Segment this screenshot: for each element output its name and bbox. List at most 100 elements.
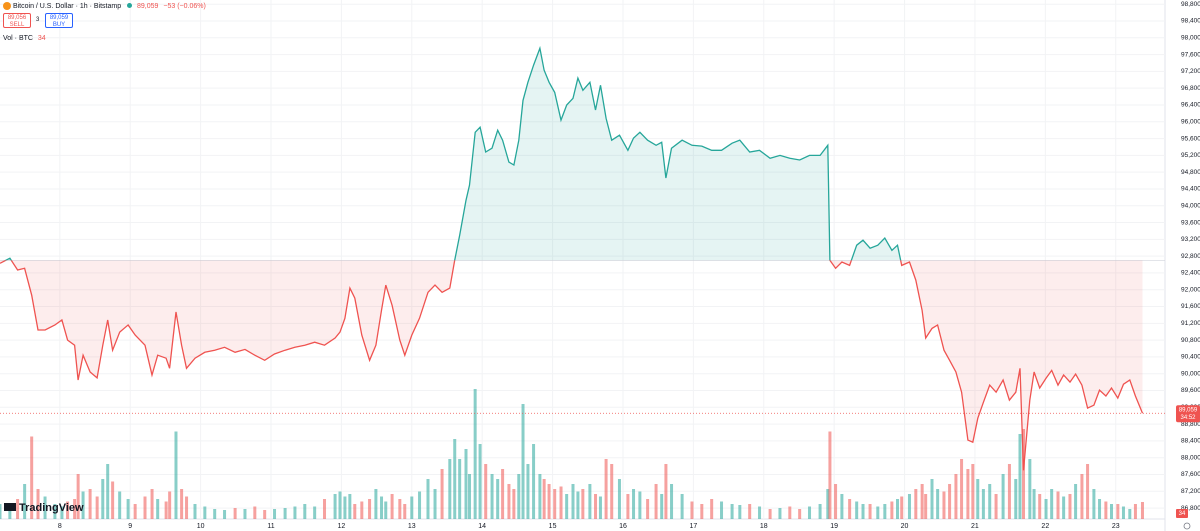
x-tick-label: 18 [760,523,768,530]
volume-bar [834,484,838,519]
y-tick-label: 93,200 [1181,236,1200,243]
x-tick-label: 10 [197,523,205,530]
y-tick-label: 95,600 [1181,135,1200,142]
volume-bar [433,489,437,519]
sell-price: 89,056 [7,15,27,21]
logo-text: TradingView [19,502,84,514]
price-line-up [4,45,902,261]
volume-bar [374,489,378,519]
volume-bar [848,499,852,519]
price-tag-label: 89,059 [1179,407,1198,413]
price-tag [1176,405,1200,423]
y-tick-label: 87,200 [1181,488,1200,495]
volume-bar [818,504,822,519]
x-tick-label: 23 [1112,523,1120,530]
volume-bar [826,489,830,519]
volume-bar [532,444,536,519]
volume-bar [855,501,859,519]
buy-label: BUY [52,22,66,28]
volume-bar [1140,502,1144,519]
volume-bar [66,501,70,519]
volume-bar [180,489,184,519]
settings-icon [1183,522,1191,530]
symbol-title: Bitcoin / U.S. Dollar · 1h · Bitstamp [12,2,122,10]
volume-bar [936,489,940,519]
y-tick-label: 89,600 [1181,387,1200,394]
volume-bar [36,489,40,519]
volume-bar [16,499,20,519]
volume-bar [473,389,477,519]
volume-bar [1028,459,1032,519]
volume-bar [868,504,872,519]
volume-bar [468,474,472,519]
volume-bar [594,494,598,519]
volume-bar [758,506,762,519]
volume-bar [223,510,227,519]
y-tick-label: 92,400 [1181,270,1200,277]
volume-bar [0,504,2,519]
volume-bar [263,510,267,519]
volume-bar [448,459,452,519]
volume-bar [617,479,621,519]
volume-bar [778,508,782,519]
volume-bar [283,508,287,519]
symbol-row: Bitcoin / U.S. Dollar · 1h · Bitstamp 89… [3,2,206,10]
volume-bar [1032,489,1036,519]
area-below [0,260,1143,471]
volume-bar [303,504,307,519]
volume-bar [384,501,388,519]
volume-bar [273,509,277,519]
sell-button[interactable]: 89,056 SELL [3,13,31,28]
volume-bar [808,506,812,519]
volume-bar [954,474,958,519]
volume-bar [914,489,918,519]
volume-bar [976,479,980,519]
volume-bar [553,489,557,519]
volume-bar [960,459,964,519]
volume-bar [828,431,832,519]
volume-bar [1007,464,1011,519]
volume-bar [174,431,178,519]
volume-bar [150,489,154,519]
volume-bar [418,491,422,519]
volume-bar [390,494,394,519]
volume-bar [8,506,12,519]
volume-bar [81,491,85,519]
y-tick-label: 95,200 [1181,152,1200,159]
volume-bar [690,501,694,519]
volume-bar [496,479,500,519]
volume-bar [942,491,946,519]
volume-bar [501,469,505,519]
volume-bar [398,499,402,519]
volume-bar [840,494,844,519]
volume-bar [900,496,904,519]
volume-bar [542,479,546,519]
volume-bar [440,469,444,519]
volume-bar [638,491,642,519]
volume-value: 34 [37,35,46,42]
y-tick-label: 86,800 [1181,505,1200,512]
volume-bar [538,474,542,519]
buy-button[interactable]: 89,059 BUY [45,13,73,28]
volume-bar [193,504,197,519]
volume-bar [348,494,352,519]
volume-bar [738,505,742,519]
volume-bar [360,501,364,519]
volume-bar [517,474,521,519]
volume-bar [994,494,998,519]
volume-bar [646,499,650,519]
volume-bar [1086,464,1090,519]
symbol-icon [3,2,11,10]
volume-bar [924,494,928,519]
x-tick-label: 20 [901,523,909,530]
volume-bar [106,464,110,519]
y-tick-label: 88,400 [1181,438,1200,445]
buy-price: 89,059 [49,15,69,21]
volume-bar [1001,474,1005,519]
x-tick-label: 12 [338,523,346,530]
volume-bar [626,494,630,519]
y-tick-label: 90,400 [1181,354,1200,361]
logo[interactable]: TradingView [4,502,84,514]
volume-bar [680,494,684,519]
